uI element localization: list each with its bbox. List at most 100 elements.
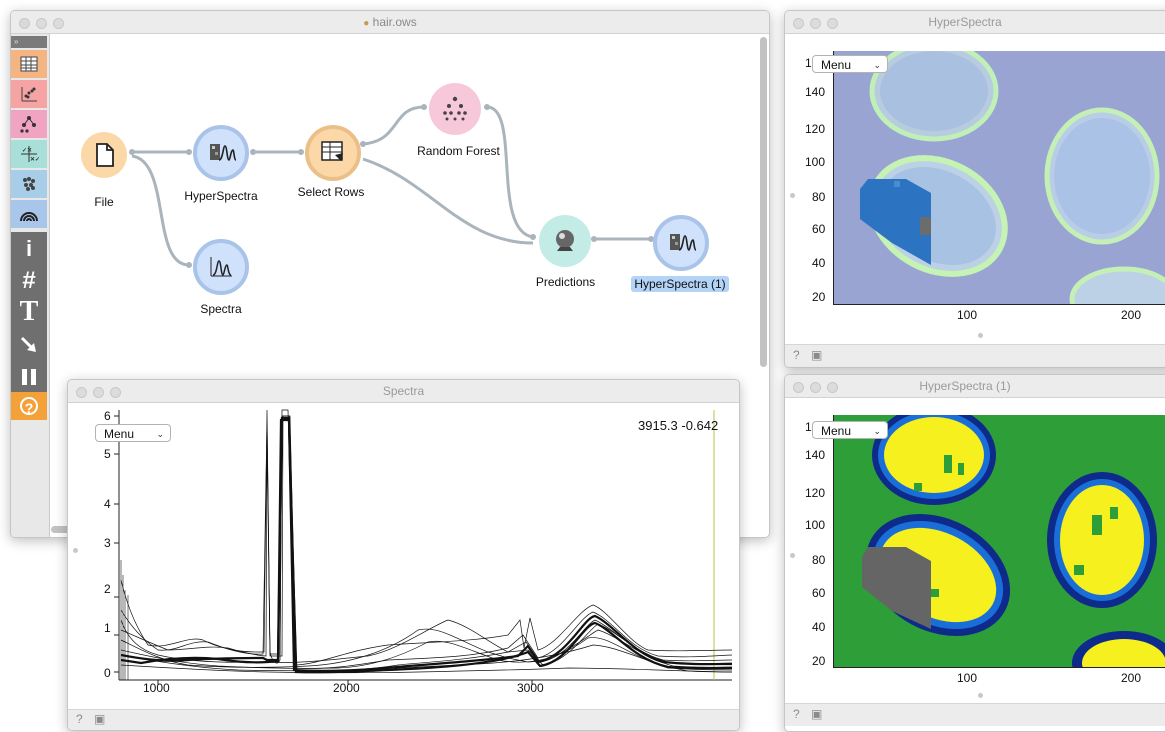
minimize-button[interactable] [36,18,47,29]
node-select-rows[interactable] [305,125,361,181]
link-select-predictions[interactable] [362,157,534,245]
zoom-button[interactable] [827,382,838,393]
canvas-hscrollbar[interactable] [51,526,73,533]
svg-text:✕✓: ✕✓ [30,156,39,163]
info-icon[interactable]: i [25,236,33,261]
arrow-annotation-icon[interactable] [11,330,47,360]
help-icon[interactable]: ? [793,707,800,721]
close-button[interactable] [19,18,30,29]
node-hyperspectra-1[interactable] [653,215,709,271]
select-rows-icon [321,141,343,161]
y-tick: 40 [812,256,826,270]
y-tick: 100 [805,518,826,532]
document-icon: ● [363,18,370,29]
zoom-button[interactable] [53,18,64,29]
link-file-spectra[interactable] [131,154,190,267]
close-button[interactable] [76,387,87,398]
node-file[interactable] [81,132,127,178]
zoom-button[interactable] [110,387,121,398]
hyperspectra-1-icon [670,234,697,251]
model-category-icon[interactable] [11,110,47,138]
pause-icon[interactable] [11,362,47,392]
x-tick: 100 [957,671,978,685]
svg-text:✓✕: ✓✕ [22,147,32,154]
side-handle[interactable] [790,193,795,198]
y-tick: 1 [104,621,111,635]
hyperspectra-heatmap [860,51,1165,304]
side-handle[interactable] [73,548,78,553]
hyperspectra-window: HyperSpectra 1 140 120 100 80 60 40 20 1… [784,10,1165,368]
y-tick: 20 [812,290,826,304]
chevron-down-icon: ⌄ [873,426,881,436]
zoom-button[interactable] [827,18,838,29]
spectra-statusbar: ? ▣ [68,709,739,730]
collapse-toolbar-icon[interactable]: » [11,36,47,48]
bottom-handle[interactable] [978,693,983,698]
y-tick: 140 [805,448,826,462]
node-hyperspectra-label: HyperSpectra [184,189,258,203]
spectroscopy-category-icon[interactable] [11,200,47,228]
spectra-curves [120,409,733,674]
menu-dropdown[interactable]: Menu ⌄ [812,55,888,73]
node-random-forest[interactable] [429,83,481,135]
x-tick: 200 [1121,671,1142,685]
y-tick: 5 [104,447,111,461]
link-forest-predictions[interactable] [486,105,534,239]
close-button[interactable] [793,382,804,393]
minimize-button[interactable] [810,382,821,393]
canvas-scrollbar[interactable] [760,37,767,367]
minimize-button[interactable] [810,18,821,29]
canvas-title: ● hair.ows [363,15,417,29]
y-tick: 2 [104,582,111,596]
evaluate-category-icon[interactable]: ✓✕ ✕✓ [11,140,47,168]
data-category-icon[interactable] [11,50,47,78]
grid-icon[interactable]: # [22,267,36,294]
link-select-forest[interactable] [362,105,425,146]
node-spectra[interactable] [193,239,249,295]
menu-dropdown[interactable]: Menu ⌄ [812,421,888,439]
coordinate-readout: 3915.3 -0.642 [638,418,719,433]
save-icon[interactable]: ▣ [94,712,106,726]
side-handle[interactable] [790,553,795,558]
hyperspectra-title: HyperSpectra [928,15,1002,29]
hyperspectra-1-x-axis [833,667,1165,668]
y-tick: 0 [104,666,111,680]
hyperspectra-titlebar: HyperSpectra [785,11,1165,34]
node-hyperspectra[interactable] [193,125,249,181]
hyperspectra-image[interactable] [834,51,1165,304]
y-tick-partial: 1 [805,56,812,70]
bottom-handle[interactable] [978,333,983,338]
hyperspectra-1-image[interactable] [834,415,1165,667]
y-tick: 140 [805,85,826,99]
text-annotation-icon[interactable]: T [19,296,39,327]
help-icon[interactable]: ? [793,348,800,362]
spectra-icon [210,257,232,277]
y-tick: 40 [812,620,826,634]
visualize-category-icon[interactable] [11,80,47,108]
minimize-button[interactable] [93,387,104,398]
y-tick: 120 [805,122,826,136]
close-button[interactable] [793,18,804,29]
help-icon[interactable]: ? [11,392,47,420]
node-predictions[interactable] [539,215,591,267]
y-tick: 100 [805,155,826,169]
hyperspectra-icon [210,144,237,161]
spectra-plot[interactable] [68,380,739,710]
y-tick: 80 [812,553,826,567]
tool-strip [11,232,47,418]
save-icon[interactable]: ▣ [811,707,823,721]
crystal-ball-icon [556,230,574,251]
save-icon[interactable]: ▣ [811,348,823,362]
hyperspectra-statusbar: ? ▣ [785,344,1165,367]
noise-lines [120,560,129,680]
y-tick: 60 [812,222,826,236]
unsupervised-category-icon[interactable] [11,170,47,198]
window-controls [19,16,70,34]
menu-dropdown[interactable]: Menu ⌄ [95,424,171,442]
x-tick: 100 [957,308,978,322]
help-icon[interactable]: ? [76,712,83,726]
workflow-links [129,104,654,268]
spectra-title: Spectra [382,384,425,398]
y-tick: 80 [812,190,826,204]
node-hyperspectra-1-label[interactable]: HyperSpectra (1) [631,276,729,292]
